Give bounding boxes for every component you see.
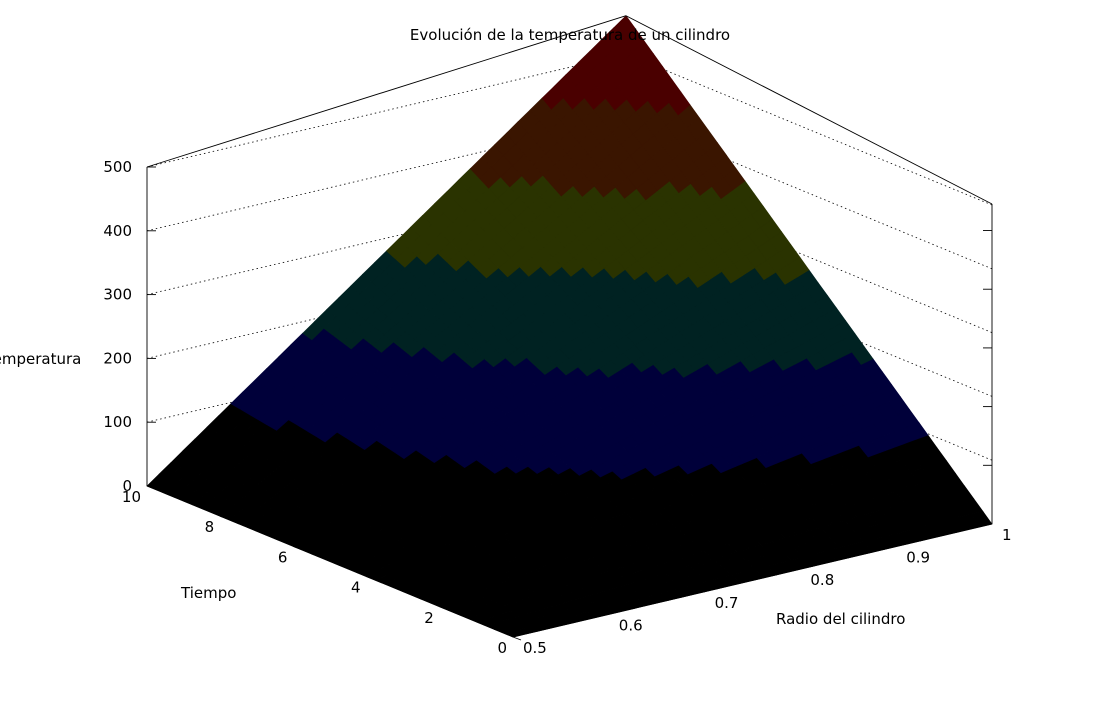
x-axis-label: Tiempo <box>181 584 237 602</box>
radio-tick-mark <box>600 609 610 615</box>
tiempo-axis <box>146 485 514 638</box>
tiempo-ticks: 0 2 4 6 8 10 <box>122 485 522 657</box>
tiempo-tick-label: 10 <box>122 488 141 506</box>
radio-tick-label: 0.8 <box>810 571 834 589</box>
tiempo-tick-mark <box>512 636 522 641</box>
z-axis-label: Temperatura <box>0 350 82 368</box>
radio-tick-mark <box>887 542 897 548</box>
temperatura-tick-label: 0 <box>122 477 132 495</box>
tiempo-tick-mark <box>439 606 448 611</box>
radio-tick-mark <box>983 519 993 525</box>
radio-tick-mark <box>792 564 801 570</box>
temperatura-tick-label: 400 <box>103 222 132 240</box>
tiempo-tick-label: 6 <box>278 548 288 566</box>
radio-tick-mark <box>504 632 514 638</box>
radio-axis <box>512 523 993 638</box>
radio-ticks: 0.5 0.6 0.7 0.8 0.9 1 <box>504 519 1012 657</box>
axes-box <box>146 15 993 638</box>
temperatura-tick-label: 500 <box>103 158 132 176</box>
z-grid-line <box>146 117 993 270</box>
back-edge-right <box>625 15 993 205</box>
temperatura-ticks: 0 100 200 300 400 500 <box>103 158 992 495</box>
radio-tick-label: 0.6 <box>619 616 643 634</box>
chart-title: Evolución de la temperatura de un cilind… <box>409 26 731 44</box>
surface-patch <box>613 15 636 41</box>
radio-tick-mark <box>696 587 705 593</box>
temperatura-tick-label: 100 <box>103 413 132 431</box>
tiempo-tick-label: 0 <box>497 639 507 657</box>
surface <box>146 15 993 638</box>
temperatura-tick-label: 200 <box>103 349 132 367</box>
radio-tick-label: 0.9 <box>906 549 930 567</box>
tiempo-tick-label: 2 <box>424 609 434 627</box>
z-grid-line <box>146 53 993 206</box>
tiempo-tick-mark <box>293 545 302 550</box>
tiempo-tick-mark <box>146 485 156 490</box>
radio-tick-label: 1 <box>1002 526 1012 544</box>
tiempo-tick-label: 4 <box>351 579 361 597</box>
y-axis-label: Radio del cilindro <box>776 610 906 628</box>
tiempo-tick-mark <box>220 515 229 520</box>
z-grid-line <box>146 244 993 397</box>
radio-tick-label: 0.5 <box>523 639 547 657</box>
radio-tick-label: 0.7 <box>715 594 739 612</box>
back-edge-left <box>146 15 627 168</box>
temperatura-tick-label: 300 <box>103 286 132 304</box>
z-grid-line <box>146 181 993 333</box>
tiempo-tick-label: 8 <box>205 518 215 536</box>
tiempo-tick-mark <box>366 576 375 581</box>
